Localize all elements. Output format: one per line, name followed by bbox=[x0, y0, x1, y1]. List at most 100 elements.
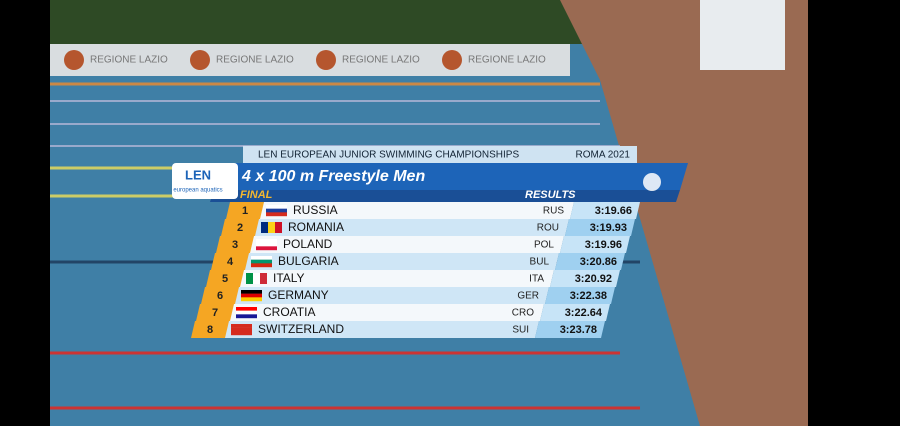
country-code: ROU bbox=[537, 223, 559, 234]
row-bg bbox=[235, 287, 549, 304]
time: 3:20.86 bbox=[580, 256, 617, 268]
flag bbox=[253, 273, 260, 284]
country: GERMANY bbox=[268, 288, 329, 302]
banner-text: REGIONE LAZIO bbox=[90, 55, 168, 66]
round: FINAL bbox=[240, 189, 273, 201]
time: 3:22.64 bbox=[565, 307, 603, 319]
flag bbox=[241, 293, 262, 298]
country: CROATIA bbox=[263, 305, 315, 319]
logo-box bbox=[172, 163, 238, 199]
rank: 2 bbox=[237, 222, 243, 234]
banners: REGIONE LAZIO REGIONE LAZIO REGIONE LAZIO R… bbox=[64, 50, 546, 70]
flag bbox=[236, 314, 257, 319]
event-icon bbox=[643, 173, 661, 191]
flag bbox=[231, 327, 252, 332]
banner-logo bbox=[190, 50, 210, 70]
time: 3:23.78 bbox=[560, 324, 597, 336]
event-name: LEN EUROPEAN JUNIOR SWIMMING CHAMPIONSHI… bbox=[258, 150, 519, 161]
country: SWITZERLAND bbox=[258, 322, 344, 336]
rank-cell bbox=[216, 236, 254, 253]
event-bar bbox=[243, 146, 637, 163]
flag bbox=[266, 212, 287, 217]
flag bbox=[236, 307, 257, 311]
country: BULGARIA bbox=[278, 254, 339, 268]
row-bg bbox=[260, 202, 574, 219]
flag bbox=[275, 222, 282, 233]
banner-text: REGIONE LAZIO bbox=[216, 55, 294, 66]
rank-cell bbox=[196, 304, 234, 321]
country-code: POL bbox=[534, 240, 554, 251]
rank: 5 bbox=[222, 273, 228, 285]
country: POLAND bbox=[283, 237, 333, 251]
flag bbox=[266, 208, 287, 213]
rank: 1 bbox=[242, 205, 248, 217]
flag bbox=[236, 310, 257, 315]
row-bg bbox=[240, 270, 554, 287]
time: 3:19.93 bbox=[590, 222, 627, 234]
flag bbox=[260, 273, 267, 284]
flag bbox=[251, 263, 272, 268]
banner-logo bbox=[316, 50, 336, 70]
rank-cell bbox=[221, 219, 259, 236]
banner-logo bbox=[442, 50, 462, 70]
row-bg bbox=[250, 236, 564, 253]
time-cell bbox=[550, 270, 620, 287]
flag bbox=[256, 246, 277, 251]
rank: 3 bbox=[232, 239, 238, 251]
time: 3:20.92 bbox=[575, 273, 612, 285]
flag bbox=[246, 273, 253, 284]
results-label: RESULTS bbox=[525, 189, 576, 201]
banner-strip bbox=[50, 44, 570, 76]
rank-cell bbox=[226, 202, 264, 219]
time: 3:22.38 bbox=[570, 290, 607, 302]
deck bbox=[560, 0, 808, 426]
results-table: 1 RUSSIA RUS 3:19.66 2 ROMANIA ROU 3:19.93 3 POLA… bbox=[191, 202, 640, 338]
flag bbox=[256, 242, 277, 247]
flag bbox=[241, 297, 262, 302]
row-bg bbox=[245, 253, 559, 270]
country-code: GER bbox=[517, 291, 539, 302]
rank: 8 bbox=[207, 324, 213, 336]
rank: 4 bbox=[227, 256, 234, 268]
logo-tagline: european aquatics bbox=[173, 188, 222, 194]
time: 3:19.96 bbox=[585, 239, 622, 251]
venue: ROMA 2021 bbox=[576, 150, 631, 161]
time-cell bbox=[555, 253, 625, 270]
flag bbox=[261, 222, 268, 233]
row-bg bbox=[225, 321, 539, 338]
rank: 6 bbox=[217, 290, 223, 302]
country-code: ITA bbox=[529, 274, 544, 285]
time: 3:19.66 bbox=[595, 205, 632, 217]
flag bbox=[256, 239, 277, 243]
country-code: RUS bbox=[543, 206, 564, 217]
time-cell bbox=[570, 202, 640, 219]
country-code: SUI bbox=[512, 325, 529, 336]
logo-name: LEN bbox=[185, 167, 211, 182]
cabin bbox=[700, 0, 785, 70]
rank: 7 bbox=[212, 307, 218, 319]
country-code: CRO bbox=[512, 308, 534, 319]
row-bg bbox=[255, 219, 569, 236]
flag bbox=[231, 324, 252, 328]
rank-cell bbox=[191, 321, 229, 338]
banner-text: REGIONE LAZIO bbox=[468, 55, 546, 66]
country: RUSSIA bbox=[293, 203, 338, 217]
flag bbox=[241, 290, 262, 294]
time-cell bbox=[540, 304, 610, 321]
time-cell bbox=[560, 236, 630, 253]
country: ROMANIA bbox=[288, 220, 344, 234]
row-bg bbox=[230, 304, 544, 321]
rank-cell bbox=[211, 253, 249, 270]
flag bbox=[268, 222, 275, 233]
event-title: 4 x 100 m Freestyle Men bbox=[241, 168, 425, 185]
flag bbox=[266, 205, 287, 209]
time-cell bbox=[565, 219, 635, 236]
subtitle-bar bbox=[210, 190, 680, 202]
time-cell bbox=[535, 321, 605, 338]
country: ITALY bbox=[273, 271, 305, 285]
flag bbox=[251, 259, 272, 264]
banner-logo bbox=[64, 50, 84, 70]
rank-cell bbox=[206, 270, 244, 287]
flag bbox=[251, 256, 272, 260]
